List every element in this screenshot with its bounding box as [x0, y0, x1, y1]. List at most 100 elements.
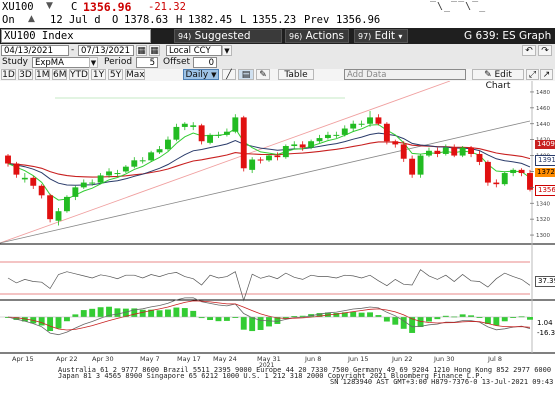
- footer-line-1: Australia 61 2 9777 8600 Brazil 5511 239…: [58, 366, 552, 374]
- candle-body: [459, 147, 466, 156]
- security-field[interactable]: XU100 Index: [1, 29, 151, 43]
- period-button-ytd[interactable]: YTD: [69, 69, 89, 80]
- macd-histogram-bar: [291, 316, 298, 318]
- draw-line-icon[interactable]: ╱: [222, 69, 236, 80]
- candles: [5, 111, 533, 226]
- table-button[interactable]: Table: [278, 69, 314, 80]
- macd-histogram-bar: [417, 317, 424, 328]
- macd-histogram-bar: [240, 317, 247, 330]
- last-prefix: C: [71, 1, 78, 13]
- macd-tag-b: -16.366: [535, 329, 555, 338]
- chevron-down-icon[interactable]: ▼: [89, 57, 98, 68]
- study-select[interactable]: ExpMA: [32, 57, 90, 68]
- candle-body: [266, 155, 272, 161]
- high-value: 1382.45: [188, 14, 233, 26]
- frequency-select[interactable]: Daily ▼: [183, 69, 219, 80]
- frequency-value: Daily: [185, 70, 209, 80]
- calendar-icon[interactable]: ▦: [149, 45, 160, 56]
- period-bar: 1D 3D 1M 6M YTD 1Y 5Y Max Daily ▼ ╱ ▤ ✎ Table A…: [0, 69, 555, 91]
- macd-histogram-bar: [493, 317, 500, 326]
- period-button-max[interactable]: Max: [125, 69, 145, 80]
- pin-icon[interactable]: ↗: [540, 69, 553, 80]
- macd-histogram-bar: [97, 307, 104, 317]
- chevron-down-icon[interactable]: ▼: [222, 45, 232, 56]
- candle-body: [493, 182, 500, 185]
- candle-body: [426, 150, 432, 156]
- candle-body: [55, 211, 62, 221]
- add-data-input[interactable]: Add Data: [344, 69, 466, 80]
- grid-lines: [0, 81, 555, 354]
- period-button-1m[interactable]: 1M: [35, 69, 50, 80]
- macd-histogram-bar: [232, 317, 239, 318]
- suggested-charts-button[interactable]: 94) Suggested Charts: [174, 29, 282, 55]
- ema-mid-tag: 1391.30: [535, 155, 555, 166]
- end-date-input[interactable]: 07/13/2021: [78, 45, 134, 56]
- price-tick-label: 1300: [536, 233, 550, 239]
- currency-select[interactable]: Local CCY: [166, 45, 222, 56]
- chart-canvas[interactable]: 1480146014401420140013801360134013201300: [0, 81, 555, 364]
- undo-icon[interactable]: ↶: [522, 45, 536, 56]
- last-price: 1356.96: [83, 0, 132, 14]
- open-value: 1378.63: [124, 14, 169, 26]
- x-axis-label: Jul 8: [488, 355, 503, 363]
- period-input[interactable]: 5: [136, 57, 158, 68]
- candle-body: [13, 163, 20, 175]
- graph-id-label: G 639: ES Graph: [464, 30, 552, 42]
- expand-icon[interactable]: ⤢: [526, 69, 539, 80]
- candle-body: [207, 134, 214, 143]
- edit-menu-button[interactable]: 97) Edit ▾: [354, 29, 408, 43]
- chart-type-icon[interactable]: ▤: [238, 69, 254, 80]
- redo-icon[interactable]: ↷: [538, 45, 552, 56]
- study-bar: Study ExpMA ▼ Period 5 Offset 0: [0, 57, 555, 69]
- candle-body: [367, 117, 373, 124]
- macd-histogram-bar: [426, 317, 432, 322]
- candle-body: [400, 144, 407, 159]
- main-toolbar: XU100 Index 94) Suggested Charts 96) Act…: [0, 28, 555, 55]
- period-button-1y[interactable]: 1Y: [91, 69, 106, 80]
- candle-body: [38, 185, 45, 196]
- table-label: Table: [284, 70, 308, 80]
- candle-body: [72, 187, 79, 197]
- ema-mid-line: [7, 132, 531, 186]
- start-date-input[interactable]: 04/13/2021: [1, 45, 69, 56]
- candle-body: [198, 125, 205, 142]
- macd-histogram-bar: [358, 312, 365, 317]
- x-axis-label: May 31: [257, 355, 281, 363]
- macd-histogram-bar: [476, 317, 483, 318]
- ohlc-row: On ▲ 12 Jul d O 1378.63 H 1382.45 L 1355…: [0, 14, 555, 28]
- candle-body: [249, 159, 256, 170]
- period-button-1d[interactable]: 1D: [1, 69, 16, 80]
- annotate-icon[interactable]: ✎: [256, 69, 270, 80]
- candle-body: [316, 138, 323, 142]
- macd-histogram-bar: [459, 314, 466, 317]
- macd-histogram-bar: [47, 317, 54, 332]
- macd-histogram-bar: [80, 310, 87, 317]
- date-label: 12 Jul d: [50, 14, 101, 26]
- last-price-tag: 1356.96: [535, 185, 555, 196]
- ema-slow-tag: 1409.44: [535, 140, 555, 149]
- macd-histogram-bar: [341, 312, 348, 317]
- price-tick-label: 1460: [536, 106, 550, 112]
- price-tick-label: 1440: [536, 122, 550, 128]
- candle-body: [47, 195, 54, 220]
- low-value: 1355.23: [252, 14, 297, 26]
- period-button-3d[interactable]: 3D: [18, 69, 33, 80]
- candle-body: [409, 158, 416, 175]
- calendar-icon[interactable]: ▦: [136, 45, 147, 56]
- macd-histogram-bar: [106, 306, 112, 317]
- period-button-6m[interactable]: 6M: [52, 69, 67, 80]
- actions-button[interactable]: 96) Actions ▾: [285, 29, 349, 54]
- macd-histogram-bar: [89, 308, 96, 317]
- down-arrow-icon: ▼: [46, 1, 53, 11]
- candle-body: [324, 134, 331, 139]
- offset-input[interactable]: 0: [193, 57, 217, 68]
- candle-body: [89, 182, 96, 184]
- candle-body: [114, 173, 121, 175]
- macd-histogram-bar: [400, 317, 407, 329]
- edit-chart-button[interactable]: ✎ Edit Chart: [472, 69, 524, 91]
- candle-body: [97, 175, 104, 183]
- candle-body: [223, 131, 230, 135]
- period-button-5y[interactable]: 5Y: [108, 69, 123, 80]
- trend-lines: [0, 81, 531, 244]
- edit-label: Edit: [374, 30, 395, 42]
